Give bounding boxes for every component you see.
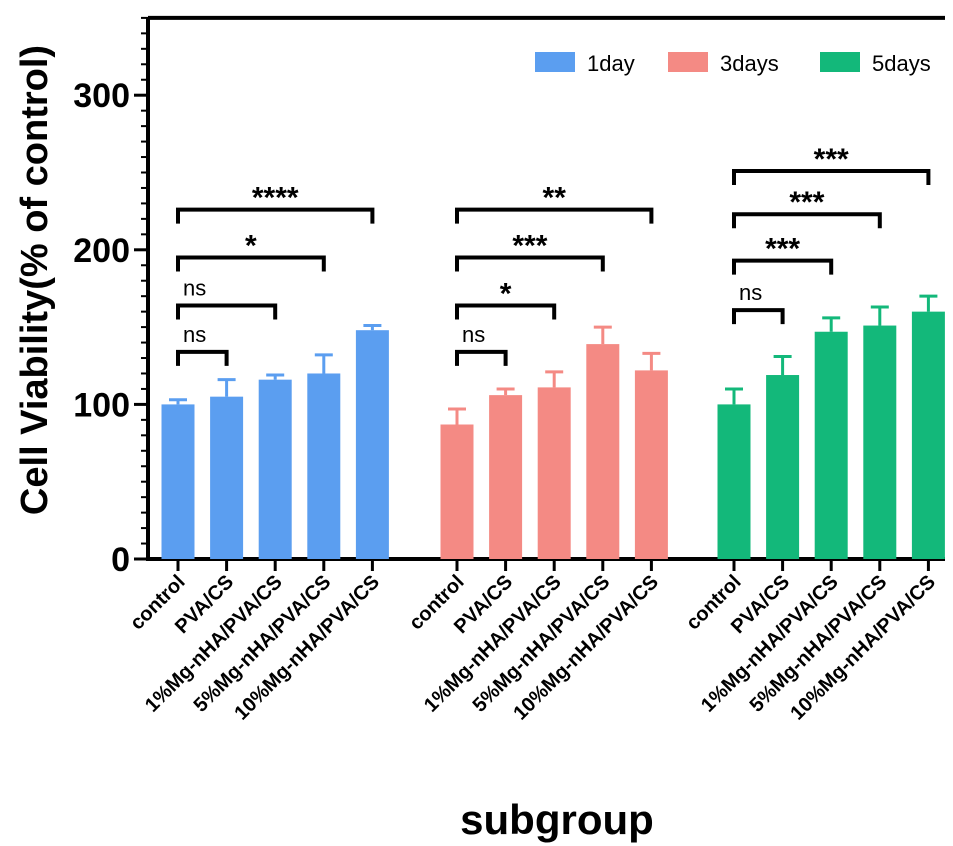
significance-label: **** [252,182,299,215]
bar-3days-1 [489,395,523,559]
legend-label: 1day [587,51,635,76]
bar-1day-3 [307,373,341,559]
legend-swatch-1day [535,52,575,72]
significance-label: *** [512,230,547,263]
significance-label: ns [183,275,206,300]
significance-label: ns [462,322,485,347]
bars [161,294,945,559]
y-axis-title: Cell Viability(% of control) [14,45,56,515]
y-tick-label: 0 [111,541,130,579]
significance-label: * [245,230,257,263]
x-tick-labels: controlPVA/CS1%Mg-nHA/PVA/CS5%Mg-nHA/PVA… [126,571,940,725]
legend-swatch-5days [820,52,860,72]
significance-label: ns [183,322,206,347]
bar-5days-3 [863,325,897,559]
legend-label: 5days [872,51,931,76]
significance-bracket [176,303,278,320]
significance-label: ** [543,182,567,215]
bar-5days-4 [911,311,945,559]
bar-1day-1 [210,396,244,559]
legend-label: 3days [720,51,779,76]
legend-swatch-3days [668,52,708,72]
significance-label: *** [814,143,849,176]
bar-1day-2 [258,379,292,559]
significance-label: *** [765,233,800,266]
significance-label: * [500,277,512,310]
bar-5days-0 [717,404,751,559]
significance-bracket [732,212,882,229]
significance-bracket [176,207,375,224]
significance-bracket [455,207,654,224]
significance-bracket [455,303,557,320]
significance-bracket [732,258,834,275]
y-tick-label: 200 [73,232,130,270]
significance-bracket [732,308,785,325]
y-tick-label: 300 [73,77,130,115]
significance-label: ns [739,280,762,305]
bar-1day-4 [355,330,389,559]
legend: 1day 3days 5days [535,51,931,76]
significance-label: *** [789,186,824,219]
significance-bracket [455,349,508,366]
significance-bracket [176,349,229,366]
significance-bracket [732,168,931,185]
bar-3days-4 [634,370,668,559]
significance-bracket [176,255,326,272]
bar-1day-0 [161,404,195,559]
x-axis-title: subgroup [460,796,654,843]
y-tick-label: 100 [73,386,130,424]
bar-3days-2 [537,387,571,559]
bar-3days-0 [440,424,474,559]
bar-3days-3 [586,344,620,559]
significance-bracket [455,255,605,272]
bar-5days-2 [814,331,848,559]
bar-5days-1 [766,375,800,559]
